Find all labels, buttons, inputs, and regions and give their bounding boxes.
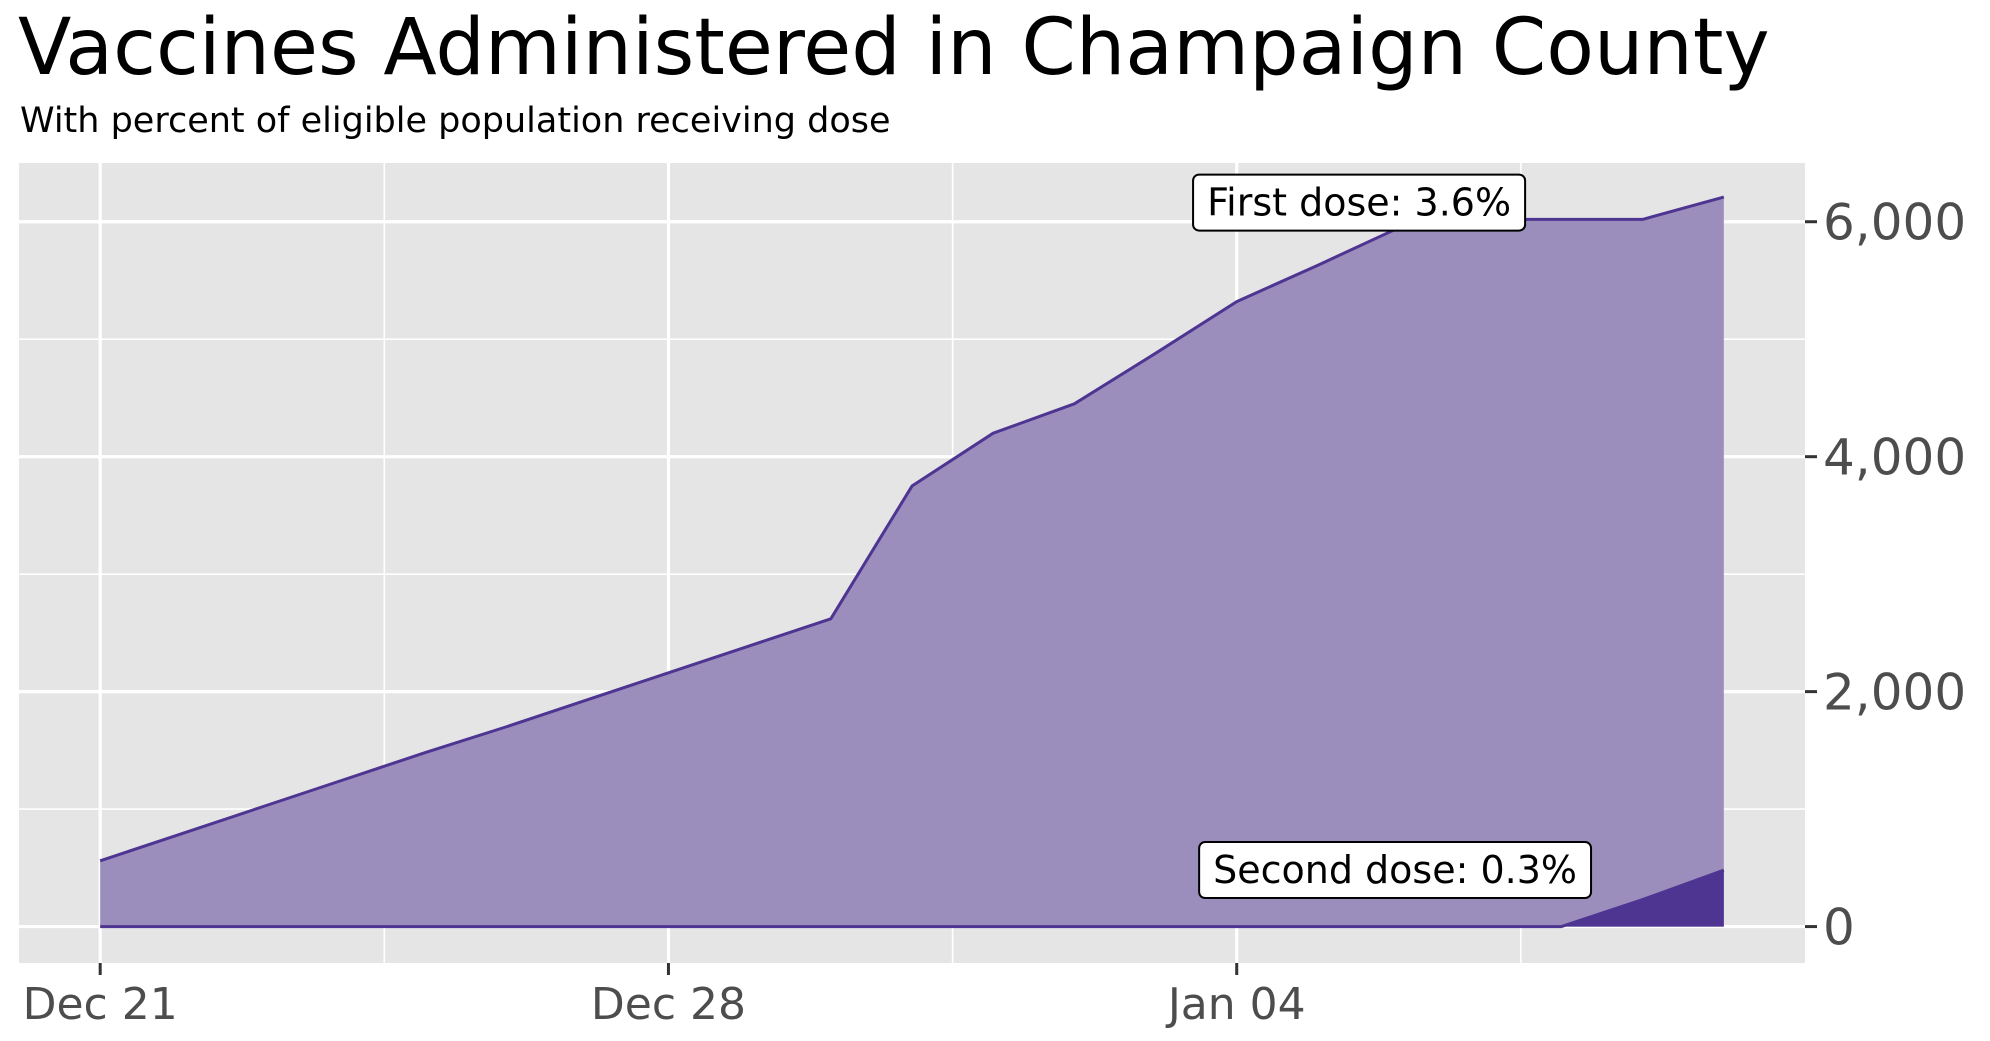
y-tick-label: 2,000 [1823,664,1966,722]
x-tick-label: Jan 04 [1165,979,1306,1030]
second-dose-line [100,868,1725,929]
second-dose-label: Second dose: 0.3% [1198,841,1593,900]
chart-subtitle: With percent of eligible population rece… [20,101,891,141]
chart-title: Vaccines Administered in Champaign Count… [18,3,1770,93]
second-dose-label-box [1198,841,1593,900]
y-tick-label: 6,000 [1823,194,1966,252]
axes: 0 2,000 4,000 6,000 Dec 21 Dec 28 Jan 04 [23,194,1967,1030]
y-tick-label: 0 [1823,899,1855,957]
x-tick-label: Dec 28 [591,979,746,1030]
annotations: First dose: 3.6% Second dose: 0.3% [1192,173,1593,900]
second-dose-label-text: Second dose: 0.3% [1213,848,1577,892]
first-dose-label-box [1192,173,1527,232]
first-dose-area [100,197,1724,927]
first-dose-label-text: First dose: 3.6% [1207,181,1511,225]
first-dose-label: First dose: 3.6% [1192,173,1527,232]
x-tick-label: Dec 21 [23,979,178,1030]
y-tick-label: 4,000 [1823,429,1966,487]
